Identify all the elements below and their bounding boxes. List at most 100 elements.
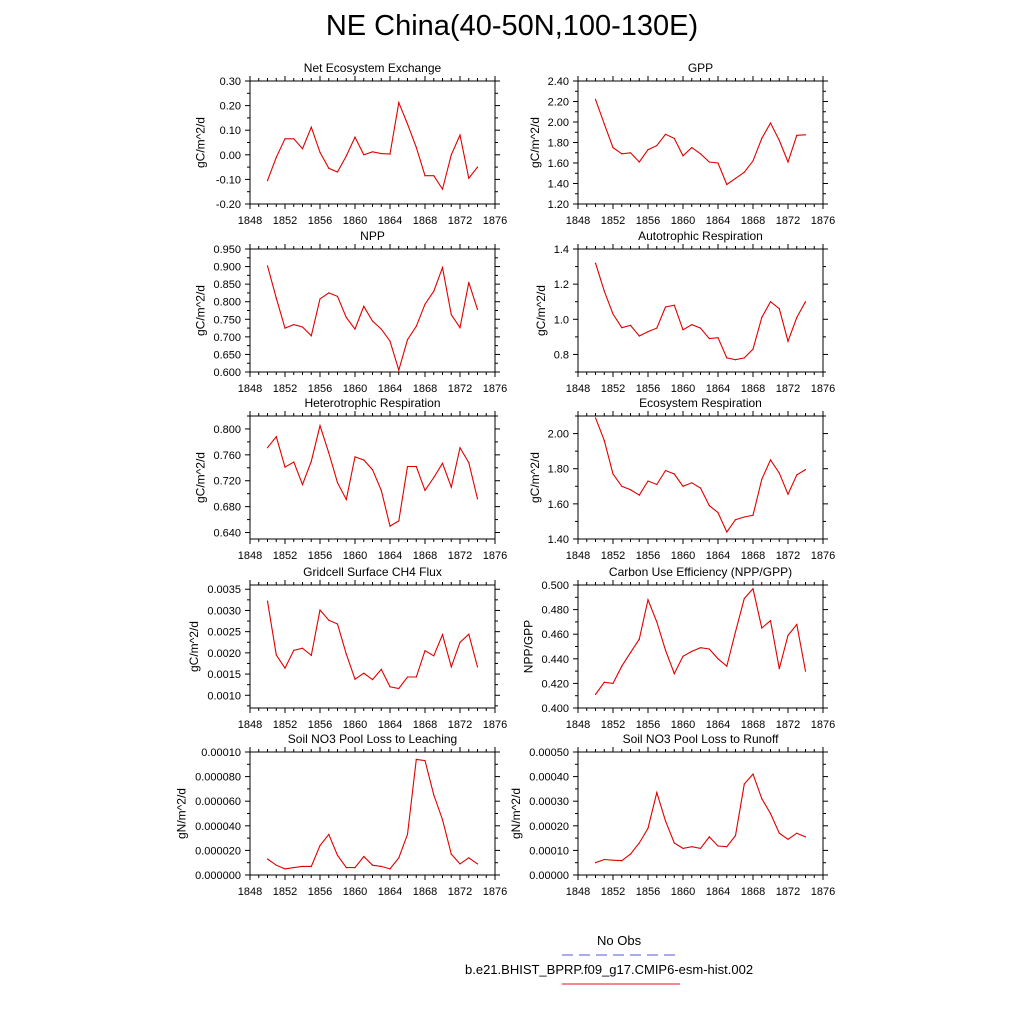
data-point: [406, 339, 409, 341]
data-point: [433, 290, 435, 292]
data-point: [769, 122, 772, 124]
data-point: [594, 98, 597, 100]
panel-7: Gridcell Surface CH4 Flux 1848 1852 1856 186…: [187, 565, 507, 731]
data-point: [301, 484, 304, 486]
panel-title: Heterotrophic Respiration: [304, 396, 440, 410]
data-point: [594, 417, 597, 419]
data-point: [441, 267, 444, 269]
plot-frame: [249, 751, 496, 876]
x-tick-label: 1856: [636, 215, 660, 227]
data-point: [406, 676, 409, 678]
y-tick-label: 1.4: [554, 244, 569, 256]
data-point: [433, 175, 435, 177]
series-line: [594, 417, 806, 534]
y-tick-label: 0.950: [213, 244, 241, 256]
x-tick-label: 1864: [378, 886, 402, 898]
data-point: [468, 177, 470, 179]
x-tick-label: 1868: [741, 886, 765, 898]
data-point: [699, 153, 702, 155]
y-tick-label: 1.40: [548, 179, 569, 191]
data-point: [363, 459, 365, 461]
data-point: [336, 171, 339, 173]
x-tick-label: 1864: [378, 383, 402, 395]
y-tick-label: 2.00: [548, 429, 569, 441]
plot-frame: [577, 248, 824, 373]
y-axis-label: gC/m^2/d: [528, 452, 542, 503]
y-tick-label: 0.680: [213, 502, 241, 514]
x-tick-label: 1856: [308, 719, 332, 731]
x-tick-label: 1852: [601, 719, 625, 731]
data-point: [752, 160, 754, 162]
y-tick-label: 0.900: [213, 262, 241, 274]
x-tick-label: 1856: [308, 550, 332, 562]
panel-title: Net Ecosystem Exchange: [304, 61, 442, 75]
panel-title: Soil NO3 Pool Loss to Leaching: [288, 732, 457, 746]
y-tick-label: 0.8: [554, 349, 569, 361]
x-tick-label: 1864: [706, 886, 730, 898]
data-point: [380, 865, 382, 868]
data-point: [673, 842, 675, 844]
data-point: [441, 462, 444, 464]
data-point: [787, 161, 789, 163]
x-tick-label: 1868: [413, 886, 437, 898]
x-tick-label: 1864: [706, 550, 730, 562]
data-point: [612, 859, 614, 861]
data-point: [398, 102, 400, 104]
x-tick-label: 1852: [273, 550, 297, 562]
y-tick-label: 0.00000: [529, 870, 569, 882]
data-point: [778, 308, 780, 310]
data-point: [345, 155, 347, 157]
data-point: [804, 469, 807, 471]
x-tick-label: 1864: [378, 550, 402, 562]
data-point: [752, 348, 754, 350]
data-point: [424, 175, 426, 177]
data-point: [406, 833, 409, 836]
data-point: [293, 324, 295, 326]
plot-frame: [577, 80, 824, 205]
data-point: [638, 842, 640, 844]
y-tick-label: 0.00010: [201, 747, 241, 759]
x-tick-label: 1848: [566, 886, 590, 898]
data-point: [293, 138, 295, 140]
series-line: [266, 265, 479, 373]
x-tick-label: 1876: [811, 383, 835, 395]
y-tick-label: 0.480: [541, 605, 569, 617]
data-point: [450, 853, 452, 855]
data-point: [293, 461, 295, 463]
data-point: [621, 153, 623, 155]
x-tick-label: 1872: [776, 886, 800, 898]
y-tick-label: 0.800: [213, 424, 241, 436]
series-line: [266, 601, 479, 690]
data-point: [664, 306, 667, 308]
data-point: [301, 647, 304, 649]
series-line: [594, 99, 806, 186]
y-tick-label: 2.40: [548, 76, 569, 88]
plot-frame: [577, 751, 824, 876]
panel-title: Carbon Use Efficiency (NPP/GPP): [609, 565, 792, 579]
data-point: [415, 325, 417, 327]
x-tick-label: 1876: [483, 719, 507, 731]
data-point: [450, 154, 452, 156]
data-point: [673, 673, 675, 675]
data-point: [266, 600, 269, 602]
data-point: [629, 324, 632, 326]
data-point: [726, 183, 728, 186]
y-tick-label: 0.0025: [207, 627, 241, 639]
data-point: [787, 340, 789, 342]
data-point: [691, 482, 693, 484]
data-point: [336, 295, 339, 297]
panel-title: Autotrophic Respiration: [638, 229, 763, 243]
data-point: [310, 335, 312, 337]
x-tick-label: 1872: [448, 719, 472, 731]
data-point: [319, 298, 321, 300]
data-point: [459, 447, 461, 449]
data-point: [284, 667, 286, 669]
data-point: [708, 836, 710, 838]
y-tick-label: 0.750: [213, 314, 241, 326]
data-point: [804, 134, 807, 136]
series-line: [267, 423, 479, 527]
data-point: [682, 329, 684, 331]
y-tick-label: 0.500: [541, 580, 569, 592]
data-point: [275, 654, 277, 656]
x-tick-label: 1872: [448, 550, 472, 562]
